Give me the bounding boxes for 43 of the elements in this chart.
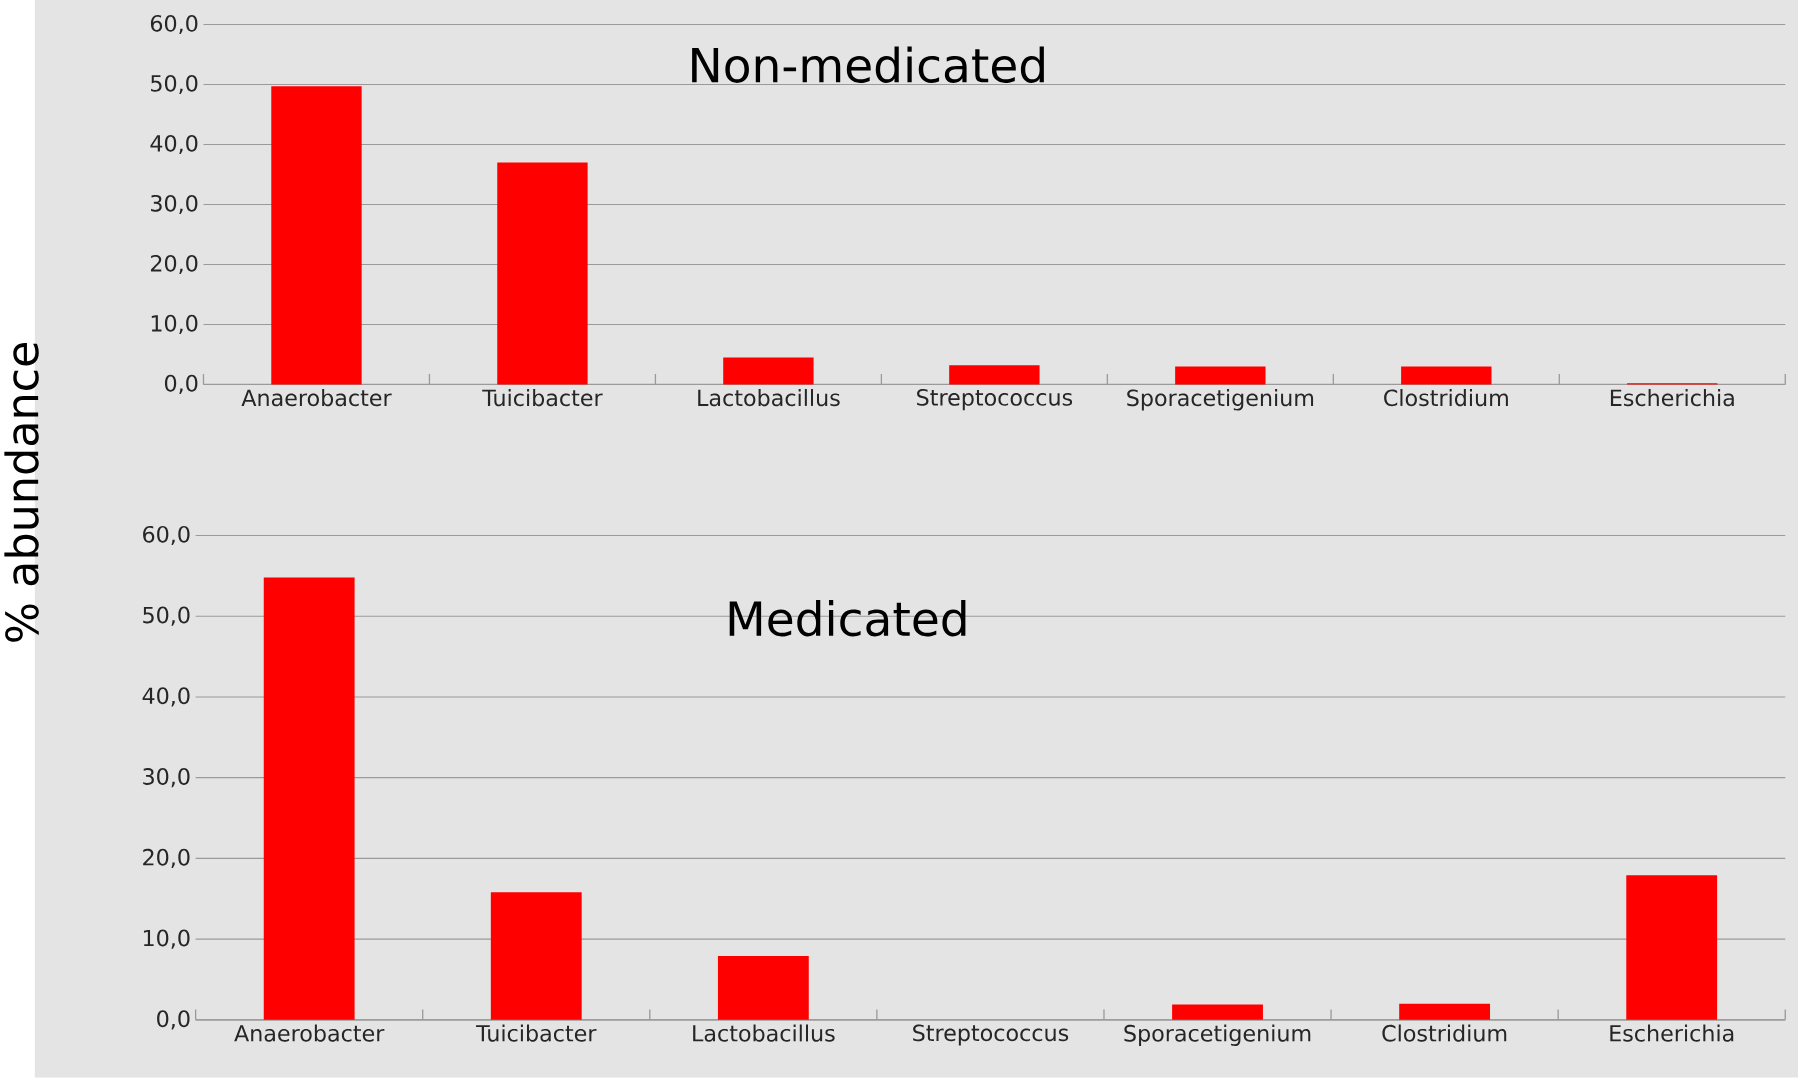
y-axis-title: % abundance: [4, 343, 39, 642]
x-tick-label: Lactobacillus: [693, 1024, 835, 1042]
bar: [1399, 1003, 1491, 1020]
y-tick-label: 30,0: [143, 768, 190, 788]
y-tick-label: 50,0: [143, 606, 190, 626]
bar: [497, 162, 588, 385]
y-tick-label: 40,0: [150, 135, 198, 155]
y-tick-label: 10,0: [151, 315, 198, 335]
bar: [490, 892, 582, 1020]
bar: [1401, 366, 1492, 385]
text: Medicated: [729, 600, 966, 637]
y-tick-label: 40,0: [142, 687, 190, 707]
y-tick-label: 50,0: [151, 75, 198, 95]
bar: [1626, 875, 1718, 1020]
x-tick-label: Lactobacillus: [698, 389, 840, 407]
y-tick-label: 0,0: [164, 374, 198, 395]
y-tick-label: 0,0: [157, 1010, 190, 1030]
bar: [263, 577, 355, 1020]
bar: [949, 365, 1040, 385]
x-tick-label: Clostridium: [1384, 389, 1508, 407]
chart-title: Non-medicated: [692, 46, 1044, 84]
x-tick-label: Anaerobacter: [234, 1024, 385, 1042]
x-tick-label: Clostridium: [1382, 1024, 1507, 1042]
x-tick-label: Sporacetigenium: [1127, 389, 1314, 411]
bar: [1175, 366, 1266, 385]
x-tick-label: Tuicibacter: [482, 389, 603, 407]
y-tick-label: 60,0: [143, 526, 190, 546]
x-tick-label: Streptococcus: [917, 389, 1073, 411]
x-tick-label: Tuicibacter: [476, 1024, 597, 1042]
bar: [1172, 1004, 1263, 1020]
bar: [717, 956, 809, 1020]
y-tick-label: 30,0: [151, 195, 198, 215]
bar: [271, 86, 362, 385]
y-tick-label: 10,0: [143, 929, 190, 949]
y-tick-label: 20,0: [150, 255, 198, 275]
y-tick-label: 20,0: [143, 848, 190, 869]
bar: [723, 357, 814, 385]
x-tick-label: Sporacetigenium: [1124, 1024, 1311, 1047]
x-tick-label: Escherichia: [1610, 389, 1734, 407]
x-tick-label: Streptococcus: [913, 1024, 1069, 1046]
x-tick-label: Escherichia: [1610, 1024, 1734, 1042]
y-tick-label: 60,0: [150, 15, 198, 35]
x-tick-label: Anaerobacter: [241, 389, 392, 407]
